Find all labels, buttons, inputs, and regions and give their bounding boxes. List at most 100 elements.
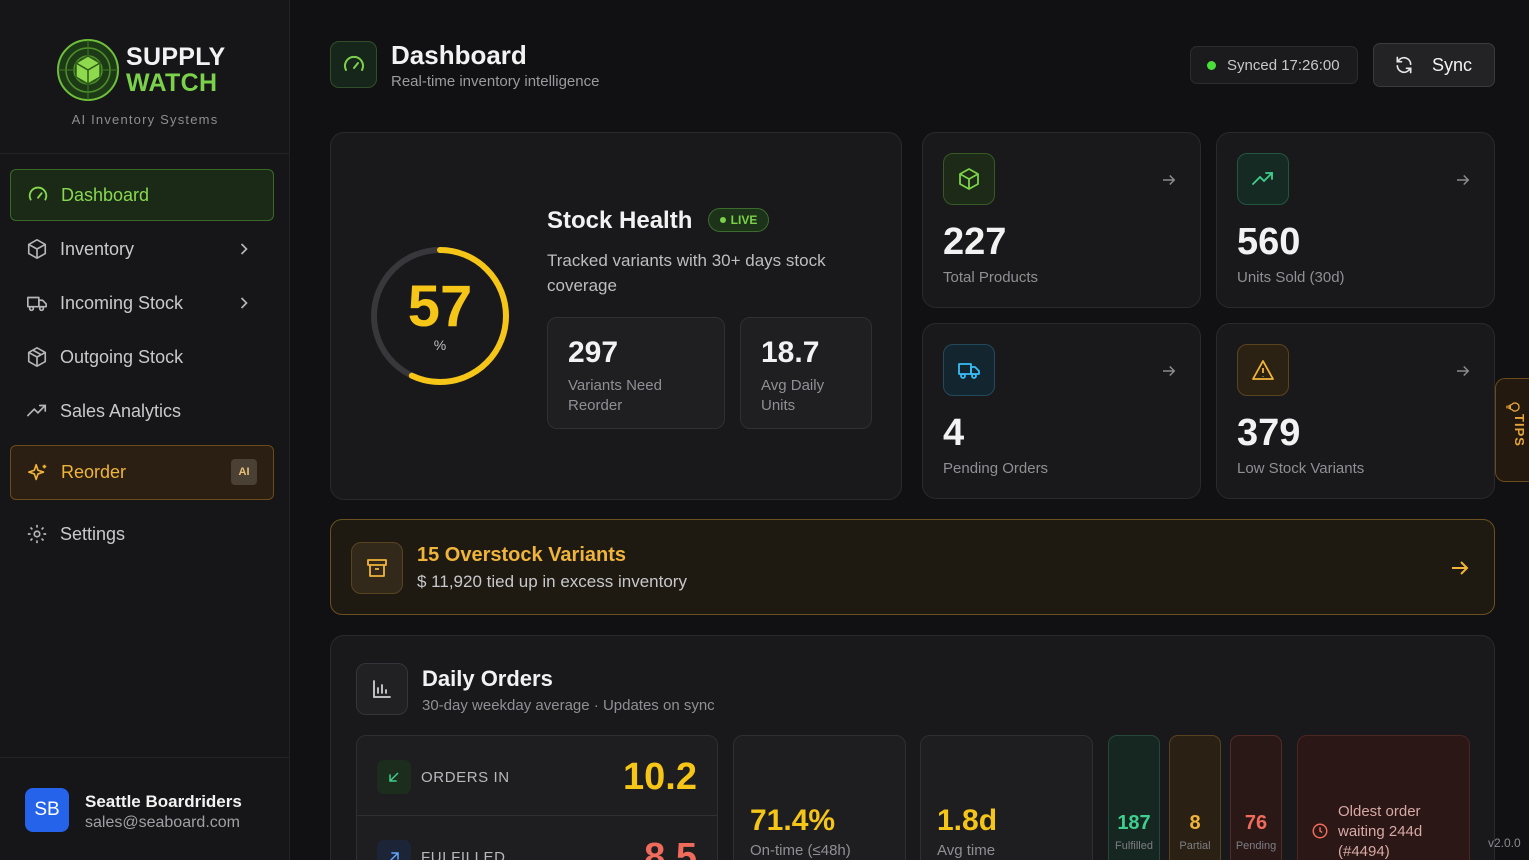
- arrow-right-icon: [1457, 365, 1470, 377]
- pill-label: Partial: [1179, 840, 1211, 852]
- nav-item-inventory[interactable]: Inventory: [10, 223, 274, 275]
- avg-daily-units-tile: 18.7 Avg Daily Units: [740, 317, 872, 429]
- kpi-value: 1.8d: [937, 804, 998, 837]
- live-dot-icon: [719, 217, 726, 223]
- arrow-right-icon: [1163, 365, 1176, 377]
- cube-icon: [943, 153, 995, 205]
- overstock-banner[interactable]: 15 Overstock Variants $ 11,920 tied up i…: [330, 519, 1495, 615]
- pending-count-pill: 76 Pending: [1230, 735, 1282, 860]
- avatar: SB: [25, 788, 69, 832]
- stock-health-gauge: [371, 247, 509, 385]
- brand-subtitle: AI Inventory Systems: [71, 112, 219, 127]
- stat-value: 4: [943, 412, 965, 454]
- mini-value: 18.7: [761, 336, 820, 369]
- sparkle-icon: [27, 462, 49, 484]
- bar-chart-icon: [356, 663, 408, 715]
- stat-label: Total Products: [943, 269, 1039, 286]
- clock-icon: [1312, 823, 1328, 839]
- row-value: 8.5: [644, 836, 697, 860]
- nav-item-outgoing-stock[interactable]: Outgoing Stock: [10, 331, 274, 383]
- user-profile[interactable]: SB Seattle Boardriders sales@seaboard.co…: [0, 757, 290, 860]
- stat-card-pending-orders[interactable]: 4 Pending Orders: [922, 323, 1201, 499]
- sync-status-text: Synced 17:26:00: [1227, 56, 1340, 74]
- tips-tab[interactable]: TIPS: [1495, 378, 1529, 482]
- user-email: sales@seaboard.com: [85, 814, 240, 831]
- kpi-label: Avg time: [937, 842, 996, 859]
- nav-label: Sales Analytics: [60, 400, 182, 421]
- nav-label: Dashboard: [61, 184, 150, 205]
- kpi-label: On-time (≤48h): [750, 842, 851, 859]
- gauge-arc: [371, 247, 509, 385]
- daily-orders-card: Daily Orders 30-day weekday average · Up…: [330, 635, 1495, 860]
- overstock-subtitle: $ 11,920 tied up in excess inventory: [417, 572, 687, 591]
- nav-item-settings[interactable]: Settings: [10, 508, 274, 560]
- row-label: FULFILLED: [421, 849, 506, 860]
- sync-button[interactable]: Sync: [1373, 43, 1495, 87]
- stock-health-unit: %: [433, 337, 447, 353]
- trend-icon: [26, 400, 48, 422]
- status-dot-icon: [1207, 60, 1216, 70]
- truck-icon: [943, 344, 995, 396]
- trend-up-icon: [1237, 153, 1289, 205]
- stat-value: 560: [1237, 221, 1301, 263]
- chevron-right-icon: [240, 243, 248, 255]
- arrow-right-icon: [1452, 561, 1469, 575]
- stat-value: 227: [943, 221, 1007, 263]
- pill-label: Pending: [1235, 840, 1277, 852]
- oldest-order-alert: Oldest order waiting 244d (#4494): [1297, 735, 1470, 860]
- version-label: v2.0.0: [1488, 836, 1521, 850]
- ai-badge: AI: [231, 459, 257, 485]
- pill-label: Fulfilled: [1115, 840, 1153, 852]
- stat-card-units-sold[interactable]: 560 Units Sold (30d): [1216, 132, 1495, 308]
- stock-health-value: 57: [407, 274, 473, 339]
- orders-in-row: ORDERS IN 10.2: [357, 736, 717, 816]
- gauge-icon: [27, 184, 49, 206]
- mini-value: 297: [568, 336, 619, 369]
- arrow-right-icon: [1457, 174, 1470, 186]
- fulfilled-count-pill: 187 Fulfilled: [1108, 735, 1160, 860]
- fulfilled-row: FULFILLED 8.5: [357, 816, 717, 860]
- pill-value: 8: [1189, 812, 1201, 834]
- chevron-right-icon: [240, 297, 248, 309]
- tips-label: TIPS: [1511, 414, 1527, 447]
- package-out-icon: [26, 346, 48, 368]
- user-name: Seattle Boardriders: [85, 792, 242, 811]
- pill-value: 76: [1244, 812, 1268, 834]
- nav-label: Inventory: [60, 238, 135, 259]
- sidebar: SUPPLY WATCH AI Inventory Systems Dashbo…: [0, 0, 290, 860]
- stat-label: Pending Orders: [943, 460, 1049, 477]
- partial-count-pill: 8 Partial: [1169, 735, 1221, 860]
- page-title: Dashboard: [391, 40, 527, 70]
- lightbulb-icon: [1506, 402, 1520, 412]
- overstock-title: 15 Overstock Variants: [417, 544, 627, 566]
- daily-orders-subtitle: 30-day weekday average · Updates on sync: [422, 697, 715, 714]
- refresh-icon: [1396, 56, 1412, 74]
- arrow-up-right-icon: [377, 840, 411, 860]
- brand-name-line2: WATCH: [126, 69, 218, 97]
- pill-value: 187: [1117, 812, 1151, 834]
- orders-flow-panel: ORDERS IN 10.2 FULFILLED 8.5: [356, 735, 718, 860]
- stat-card-low-stock[interactable]: 379 Low Stock Variants: [1216, 323, 1495, 499]
- nav-item-incoming-stock[interactable]: Incoming Stock: [10, 277, 274, 329]
- supply-watch-logo-icon: [57, 39, 119, 101]
- box-icon: [26, 238, 48, 260]
- sync-status: Synced 17:26:00: [1190, 46, 1358, 84]
- nav-item-dashboard[interactable]: Dashboard: [10, 169, 274, 221]
- live-label: LIVE: [730, 213, 758, 227]
- live-badge: LIVE: [708, 208, 769, 232]
- variants-reorder-tile: 297 Variants Need Reorder: [547, 317, 725, 429]
- header-gauge-icon: [330, 41, 377, 88]
- nav-item-reorder[interactable]: Reorder AI: [10, 445, 274, 500]
- nav-label: Reorder: [61, 462, 127, 482]
- daily-orders-title: Daily Orders: [422, 666, 553, 691]
- oldest-order-text: Oldest order waiting 244d (#4494): [1338, 803, 1423, 860]
- stat-card-total-products[interactable]: 227 Total Products: [922, 132, 1201, 308]
- gear-icon: [26, 523, 48, 545]
- stock-health-card: 57 % Stock Health LIVE Tracked variants …: [330, 132, 902, 500]
- stat-label: Low Stock Variants: [1237, 460, 1365, 477]
- nav-item-sales-analytics[interactable]: Sales Analytics: [10, 385, 274, 437]
- mini-label: Variants Need Reorder: [568, 377, 662, 414]
- page-subtitle: Real-time inventory intelligence: [391, 73, 600, 90]
- nav-label: Incoming Stock: [60, 292, 184, 313]
- mini-label: Avg Daily Units: [761, 377, 825, 414]
